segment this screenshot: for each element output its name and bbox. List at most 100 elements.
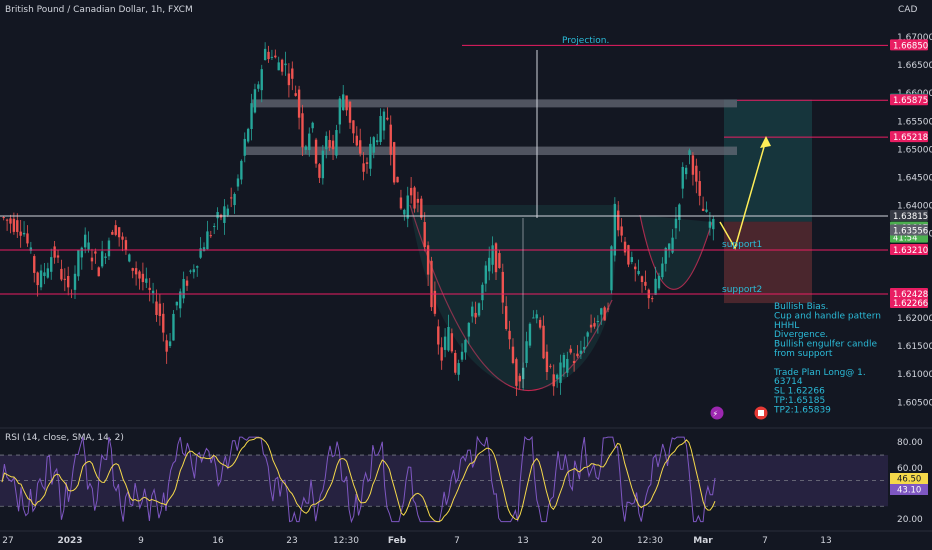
candle-body xyxy=(471,306,474,317)
candle-body xyxy=(681,166,684,189)
price-tick-label: 1.65000 xyxy=(897,145,932,155)
candle xyxy=(559,354,562,395)
trade-note-line: Bullish engulfer candle xyxy=(774,340,877,350)
candle-body xyxy=(260,69,263,91)
candle xyxy=(274,49,277,59)
candle-body xyxy=(2,217,5,219)
candle xyxy=(270,49,274,61)
candle xyxy=(131,267,134,279)
candle xyxy=(471,301,474,323)
candle-body xyxy=(274,55,277,58)
candle xyxy=(589,314,593,333)
candle xyxy=(518,373,521,390)
price-tag-box xyxy=(890,287,928,299)
candle xyxy=(430,256,433,312)
candle-body xyxy=(121,236,124,240)
candle-body xyxy=(684,167,688,175)
candle-body xyxy=(488,257,491,272)
candle-body xyxy=(202,247,206,252)
candle xyxy=(196,265,199,277)
candle-body xyxy=(583,346,586,350)
candle xyxy=(83,227,87,254)
trade-note-line: from support xyxy=(774,349,833,359)
candle-body xyxy=(325,135,328,150)
time-tick-label: 13 xyxy=(517,536,528,546)
candle xyxy=(712,216,715,241)
candle-body xyxy=(426,245,430,275)
candle-body xyxy=(335,130,338,156)
projection-arrow xyxy=(719,139,767,250)
candle xyxy=(97,266,100,277)
time-tick-label: 16 xyxy=(212,536,224,546)
candle-body xyxy=(179,291,182,309)
candle xyxy=(162,302,165,342)
resistance-zone xyxy=(252,99,737,108)
candle-body xyxy=(308,133,311,151)
currency-label: CAD xyxy=(898,5,918,15)
candle xyxy=(179,288,182,318)
candle-body xyxy=(644,281,647,286)
rsi-sma-value: 43.10 xyxy=(897,486,921,496)
candle xyxy=(634,263,637,282)
candle xyxy=(294,85,297,97)
handle-fill xyxy=(640,215,712,290)
price-tick-label: 1.64500 xyxy=(897,174,932,184)
candle-body xyxy=(409,187,413,196)
candle xyxy=(562,352,566,377)
time-tick-label: 7 xyxy=(762,536,768,546)
candle xyxy=(77,250,80,281)
candle xyxy=(423,212,426,252)
candle-body xyxy=(375,140,379,143)
candle-body xyxy=(630,257,634,263)
candle-body xyxy=(267,51,270,60)
candle-body xyxy=(270,56,274,58)
candle-body xyxy=(396,176,399,183)
candle xyxy=(223,199,226,235)
candle xyxy=(213,223,216,235)
candle xyxy=(233,192,236,214)
candle-body xyxy=(67,275,70,288)
candle xyxy=(67,266,70,296)
candle xyxy=(5,218,9,231)
price-tag-value: 1.65875 xyxy=(893,96,928,106)
candle xyxy=(416,191,420,213)
candle-body xyxy=(678,204,681,220)
candle xyxy=(542,315,545,360)
candle xyxy=(538,317,542,330)
candle-body xyxy=(542,325,545,359)
candle xyxy=(623,237,627,256)
rsi-sma-box xyxy=(890,484,928,495)
candle-body xyxy=(277,62,280,71)
candle xyxy=(433,281,437,317)
candle-body xyxy=(19,231,22,236)
candle xyxy=(168,333,172,349)
candle-body xyxy=(233,193,236,206)
candle-body xyxy=(29,247,33,251)
candle-body xyxy=(246,128,250,142)
candle xyxy=(263,42,267,61)
candle-body xyxy=(454,352,457,373)
candle xyxy=(386,107,389,121)
candle-body xyxy=(712,218,715,230)
candle-body xyxy=(155,301,158,315)
candle xyxy=(145,267,148,288)
time-tick-label: 27 xyxy=(2,536,13,546)
candle xyxy=(678,203,681,232)
candle-body xyxy=(603,307,606,321)
candle xyxy=(246,127,250,144)
candle-body xyxy=(331,140,335,150)
price-tag: 1.63556 xyxy=(890,224,928,237)
candle-body xyxy=(46,268,50,278)
candle-body xyxy=(392,142,396,183)
candle-body xyxy=(345,95,348,111)
time-tick-label: 2023 xyxy=(57,536,82,546)
candle xyxy=(457,359,460,381)
candle xyxy=(437,319,440,355)
candle xyxy=(100,240,104,269)
candle-body xyxy=(83,234,87,248)
candle xyxy=(291,61,294,91)
trade-note-line: Cup and handle pattern xyxy=(774,311,881,321)
candle-body xyxy=(566,358,569,373)
candle xyxy=(474,301,477,325)
